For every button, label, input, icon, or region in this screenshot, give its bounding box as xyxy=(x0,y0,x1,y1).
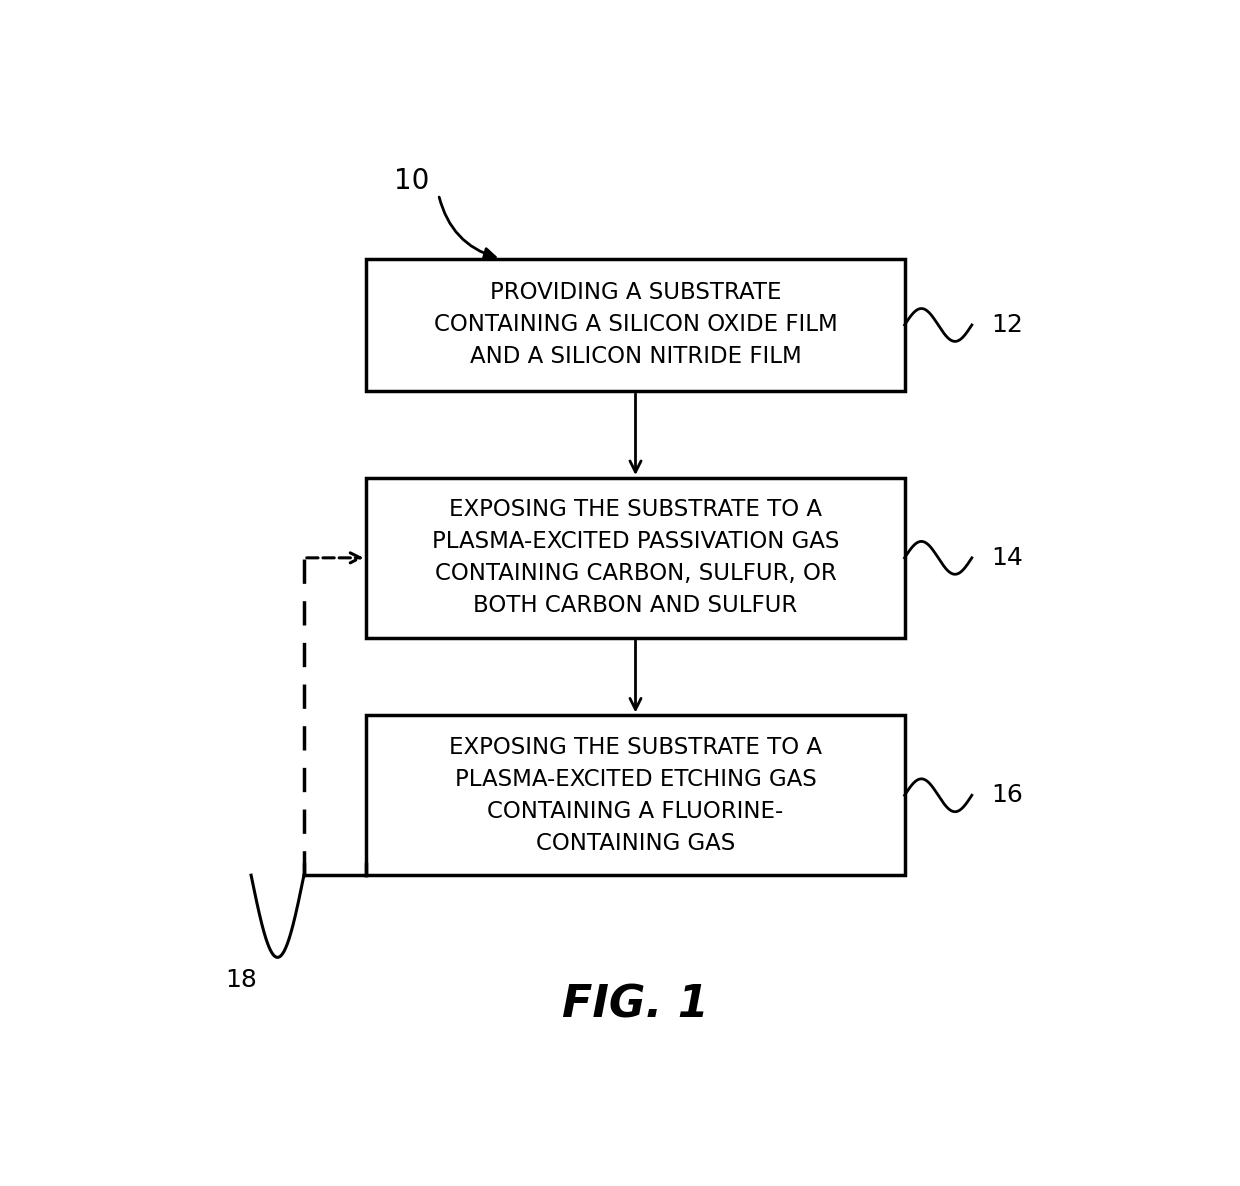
Bar xyxy=(367,259,905,391)
Text: EXPOSING THE SUBSTRATE TO A
PLASMA-EXCITED ETCHING GAS
CONTAINING A FLUORINE-
CO: EXPOSING THE SUBSTRATE TO A PLASMA-EXCIT… xyxy=(449,735,822,855)
Text: EXPOSING THE SUBSTRATE TO A
PLASMA-EXCITED PASSIVATION GAS
CONTAINING CARBON, SU: EXPOSING THE SUBSTRATE TO A PLASMA-EXCIT… xyxy=(432,498,839,618)
Text: 10: 10 xyxy=(393,167,429,195)
Text: PROVIDING A SUBSTRATE
CONTAINING A SILICON OXIDE FILM
AND A SILICON NITRIDE FILM: PROVIDING A SUBSTRATE CONTAINING A SILIC… xyxy=(434,281,837,369)
Bar xyxy=(367,478,905,638)
Text: 14: 14 xyxy=(991,546,1023,569)
Text: FIG. 1: FIG. 1 xyxy=(562,984,709,1027)
Text: 18: 18 xyxy=(226,968,258,993)
Text: 12: 12 xyxy=(991,313,1023,337)
Bar xyxy=(367,715,905,875)
Text: 16: 16 xyxy=(991,783,1023,808)
FancyArrowPatch shape xyxy=(439,197,495,260)
